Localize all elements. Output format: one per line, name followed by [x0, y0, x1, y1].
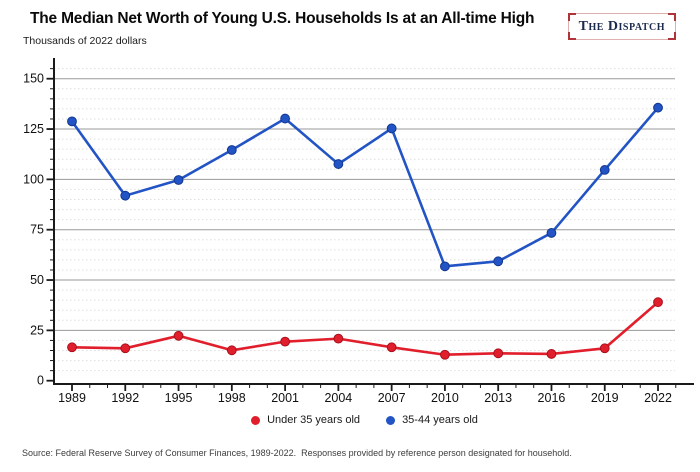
svg-text:2007: 2007	[378, 391, 406, 405]
svg-text:100: 100	[23, 172, 44, 186]
line-chart: 0 25 50 75 100 125 150 1989 1992 1995 1998 2001 2004…	[23, 58, 694, 405]
svg-text:150: 150	[23, 72, 44, 86]
chart-title: The Median Net Worth of Young U.S. House…	[30, 10, 535, 27]
source-note: Source: Federal Reserve Survey of Consum…	[22, 448, 572, 458]
svg-text:2016: 2016	[538, 391, 566, 405]
svg-text:2010: 2010	[431, 391, 459, 405]
legend-label-under-35: Under 35 years old	[267, 414, 361, 426]
logo-frame	[567, 14, 677, 40]
legend-item-under-35: Under 35 years old	[251, 414, 360, 426]
legend-label-35-44: 35-44 years old	[402, 414, 478, 426]
svg-text:125: 125	[23, 122, 44, 136]
svg-text:1992: 1992	[111, 391, 139, 405]
svg-text:1995: 1995	[165, 391, 193, 405]
svg-text:2013: 2013	[484, 391, 512, 405]
svg-text:75: 75	[30, 223, 44, 237]
legend-item-35-44: 35-44 years old	[386, 414, 478, 426]
svg-text:2019: 2019	[591, 391, 619, 405]
svg-text:2001: 2001	[271, 391, 299, 405]
legend: Under 35 years old 35-44 years old	[54, 414, 675, 426]
svg-text:2004: 2004	[324, 391, 352, 405]
svg-text:2022: 2022	[644, 391, 672, 405]
svg-text:0: 0	[37, 374, 44, 388]
legend-marker-35-44	[386, 415, 396, 425]
legend-marker-under-35	[251, 415, 261, 425]
svg-text:50: 50	[30, 273, 44, 287]
svg-text:1989: 1989	[58, 391, 86, 405]
svg-text:25: 25	[30, 323, 44, 337]
dispatch-logo: The Dispatch	[567, 13, 677, 40]
svg-text:1998: 1998	[218, 391, 246, 405]
logo-text: The Dispatch	[578, 19, 665, 34]
y-axis-units-label: Thousands of 2022 dollars	[23, 35, 147, 47]
